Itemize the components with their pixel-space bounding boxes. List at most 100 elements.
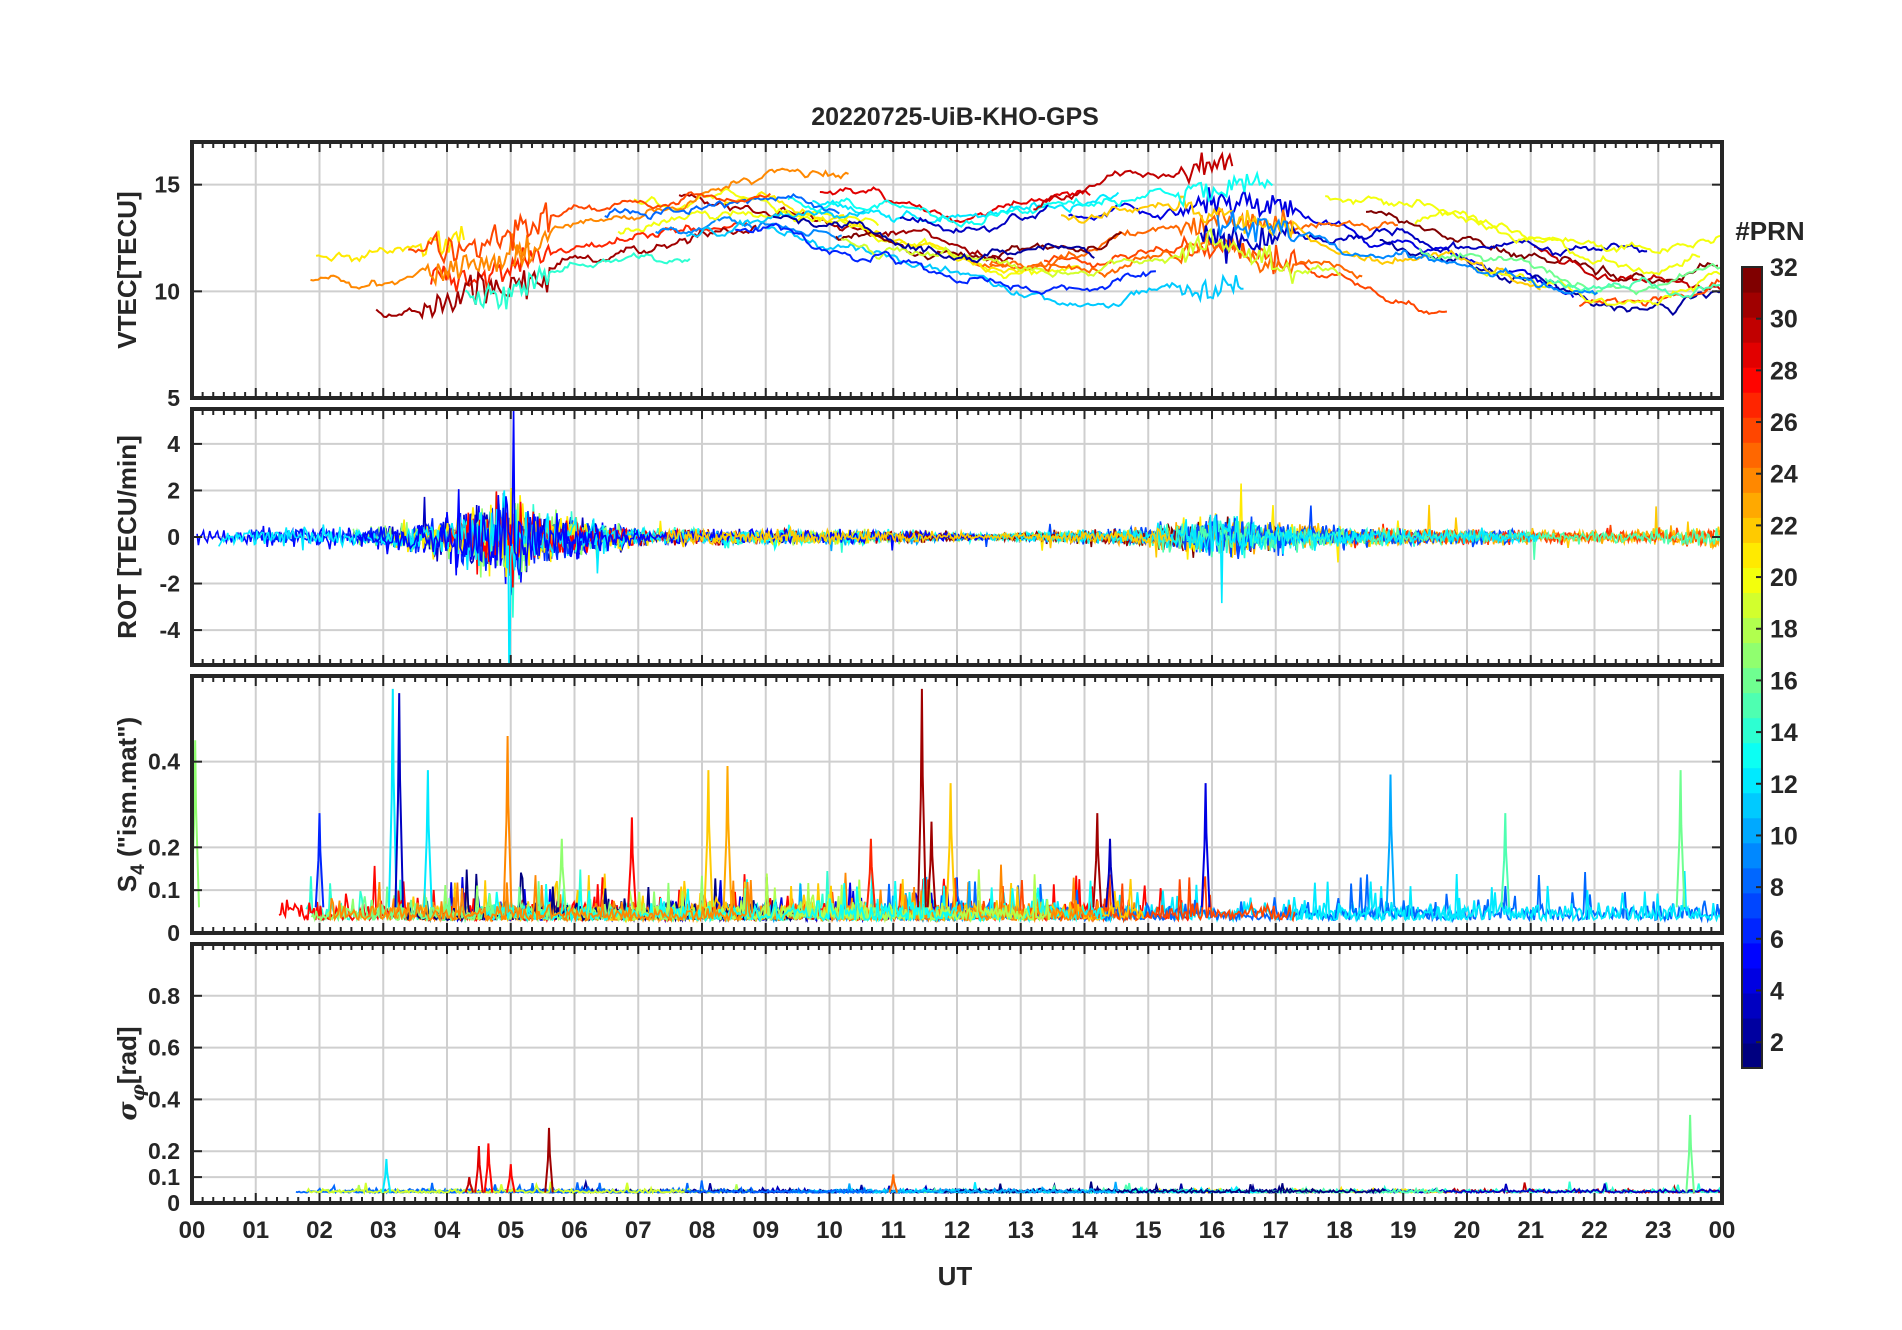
colorbar: 32 30 28 26 24 22 20 18 16 14 12 10 8 6 4 2 #PRN [1735, 216, 1805, 1069]
y-tick-label-sigma_phi: 0.2 [148, 1138, 180, 1164]
colorbar-segment [1742, 892, 1762, 919]
y-tick-label-s4: 0.4 [148, 749, 180, 775]
spike-sigma_phi-5 [544, 1127, 554, 1193]
y-axis-label-sigma_phi: σφ[rad] [112, 1026, 149, 1120]
series-line-vtec-prn21 [315, 226, 465, 263]
x-tick-label: 01 [242, 1217, 269, 1244]
colorbar-segment [1742, 292, 1762, 318]
y-tick-label-sigma_phi: 0 [167, 1190, 180, 1216]
colorbar-segment [1742, 717, 1762, 744]
y-axis-label-vtec: VTEC[TECU] [112, 191, 142, 348]
x-tick-label: 10 [816, 1217, 843, 1244]
colorbar-tick-label: 26 [1770, 409, 1798, 437]
series-line-vtec-prn13 [787, 170, 1274, 228]
spike-s4-17 [1385, 774, 1396, 908]
x-tick-label: 21 [1517, 1217, 1544, 1244]
colorbar-segment [1742, 742, 1762, 769]
series-line-vtec-prn26 [408, 191, 771, 265]
colorbar-segment [1742, 842, 1762, 869]
spike-s4-14 [1092, 813, 1103, 908]
x-tick-label: 05 [497, 1217, 524, 1244]
colorbar-segment [1742, 492, 1762, 518]
x-tick-label: 00 [1709, 1217, 1736, 1244]
series-line-vtec-prn6 [735, 222, 1156, 295]
spike-s4-11 [917, 688, 927, 908]
colorbar-tick-label: 24 [1770, 461, 1798, 489]
series-group-sigma_phi [295, 1114, 1722, 1196]
y-axis-label-rot: ROT [TECU/min] [112, 435, 142, 639]
spike-s4-5 [502, 735, 513, 908]
colorbar-segment [1742, 1042, 1762, 1069]
grid-vtec [192, 142, 1722, 398]
colorbar-segment [1742, 317, 1762, 343]
series-line-vtec-prn11 [686, 209, 866, 238]
y-tick-label-rot: -2 [160, 571, 180, 597]
series-line-sigma_phi-prn10 [790, 1181, 1119, 1195]
x-tick-label: 06 [561, 1217, 588, 1244]
y-tick-label-sigma_phi: 0.1 [148, 1164, 180, 1190]
spike-s4-10 [866, 838, 876, 908]
spike-s4-6 [556, 838, 567, 908]
panel-vtec: 5 10 15 VTEC[TECU] [112, 140, 1724, 411]
colorbar-segment [1742, 792, 1762, 819]
series-line-vtec-prn31 [375, 224, 757, 321]
series-line-vtec-prn19 [840, 227, 1342, 284]
spike-s4-8 [703, 770, 714, 908]
colorbar-segment [1742, 917, 1762, 944]
colorbar-tick-label: 28 [1770, 357, 1798, 385]
spike-sigma_phi-1 [464, 1176, 475, 1193]
y-tick-label-rot: 4 [167, 431, 180, 457]
spike-sigma_phi-6 [888, 1174, 899, 1193]
colorbar-segment [1742, 667, 1762, 694]
spike-s4-9 [722, 765, 733, 908]
y-tick-label-rot: 0 [167, 524, 180, 550]
x-tick-label: 02 [306, 1217, 333, 1244]
colorbar-segment [1742, 867, 1762, 894]
colorbar-tick-label: 20 [1770, 564, 1798, 592]
spike-sigma_phi-3 [483, 1143, 494, 1193]
series-line-s4-prn18 [606, 869, 1052, 924]
series-line-vtec-prn27 [430, 221, 748, 292]
x-tick-label: 16 [1199, 1217, 1226, 1244]
series-line-vtec-prn2 [772, 214, 1095, 264]
colorbar-frame [1741, 266, 1763, 1069]
series-line-vtec-prn9 [1216, 210, 1598, 296]
panel-sigma_phi: 00.10.2 0.4 0.6 0.8 σφ[rad] 00 01 02 03 04 05 06 07 0… [112, 942, 1736, 1244]
y-tick-label-s4: 0.2 [148, 834, 180, 860]
x-tick-label: 07 [625, 1217, 652, 1244]
colorbar-segment [1742, 392, 1762, 418]
x-tick-label: 17 [1262, 1217, 1289, 1244]
spike-s4-19 [1675, 770, 1686, 908]
spike-s4-15 [1105, 838, 1115, 908]
x-tick-label: 15 [1135, 1217, 1162, 1244]
axes-frame-s4 [190, 674, 1724, 935]
y-tick-label-sigma_phi: 0.8 [148, 983, 180, 1009]
series-line-s4-prn12 [1289, 870, 1722, 923]
colorbar-segment [1742, 817, 1762, 844]
series-line-vtec-prn15 [1544, 276, 1722, 299]
x-tick-label: 20 [1454, 1217, 1481, 1244]
colorbar-title: #PRN [1735, 216, 1804, 246]
x-tick-label: 03 [370, 1217, 397, 1244]
x-axis-label: UT [938, 1261, 973, 1291]
spike-s4-4 [423, 770, 433, 908]
colorbar-tick-label: 2 [1770, 1029, 1784, 1057]
grid-sigma_phi [192, 944, 1722, 1203]
series-line-vtec-prn31 [678, 193, 1014, 264]
series-line-vtec-prn3 [1199, 220, 1648, 264]
x-tick-label: 18 [1326, 1217, 1353, 1244]
colorbar-tick-label: 14 [1770, 719, 1798, 747]
axes-frame-vtec [190, 140, 1724, 400]
y-axis-label-s4: S4 ("ism.mat") [112, 717, 149, 892]
colorbar-tick-label: 6 [1770, 926, 1784, 954]
series-group-vtec [310, 151, 1722, 321]
series-line-vtec-prn11 [766, 225, 1244, 309]
colorbar-segment [1742, 617, 1762, 644]
series-line-vtec-prn32 [1365, 210, 1719, 284]
series-line-vtec-prn24 [511, 167, 849, 269]
y-tick-label-sigma_phi: 0.6 [148, 1035, 180, 1061]
colorbar-segment [1742, 592, 1762, 619]
x-tick-label: 09 [752, 1217, 779, 1244]
series-line-vtec-prn32 [835, 230, 1123, 263]
